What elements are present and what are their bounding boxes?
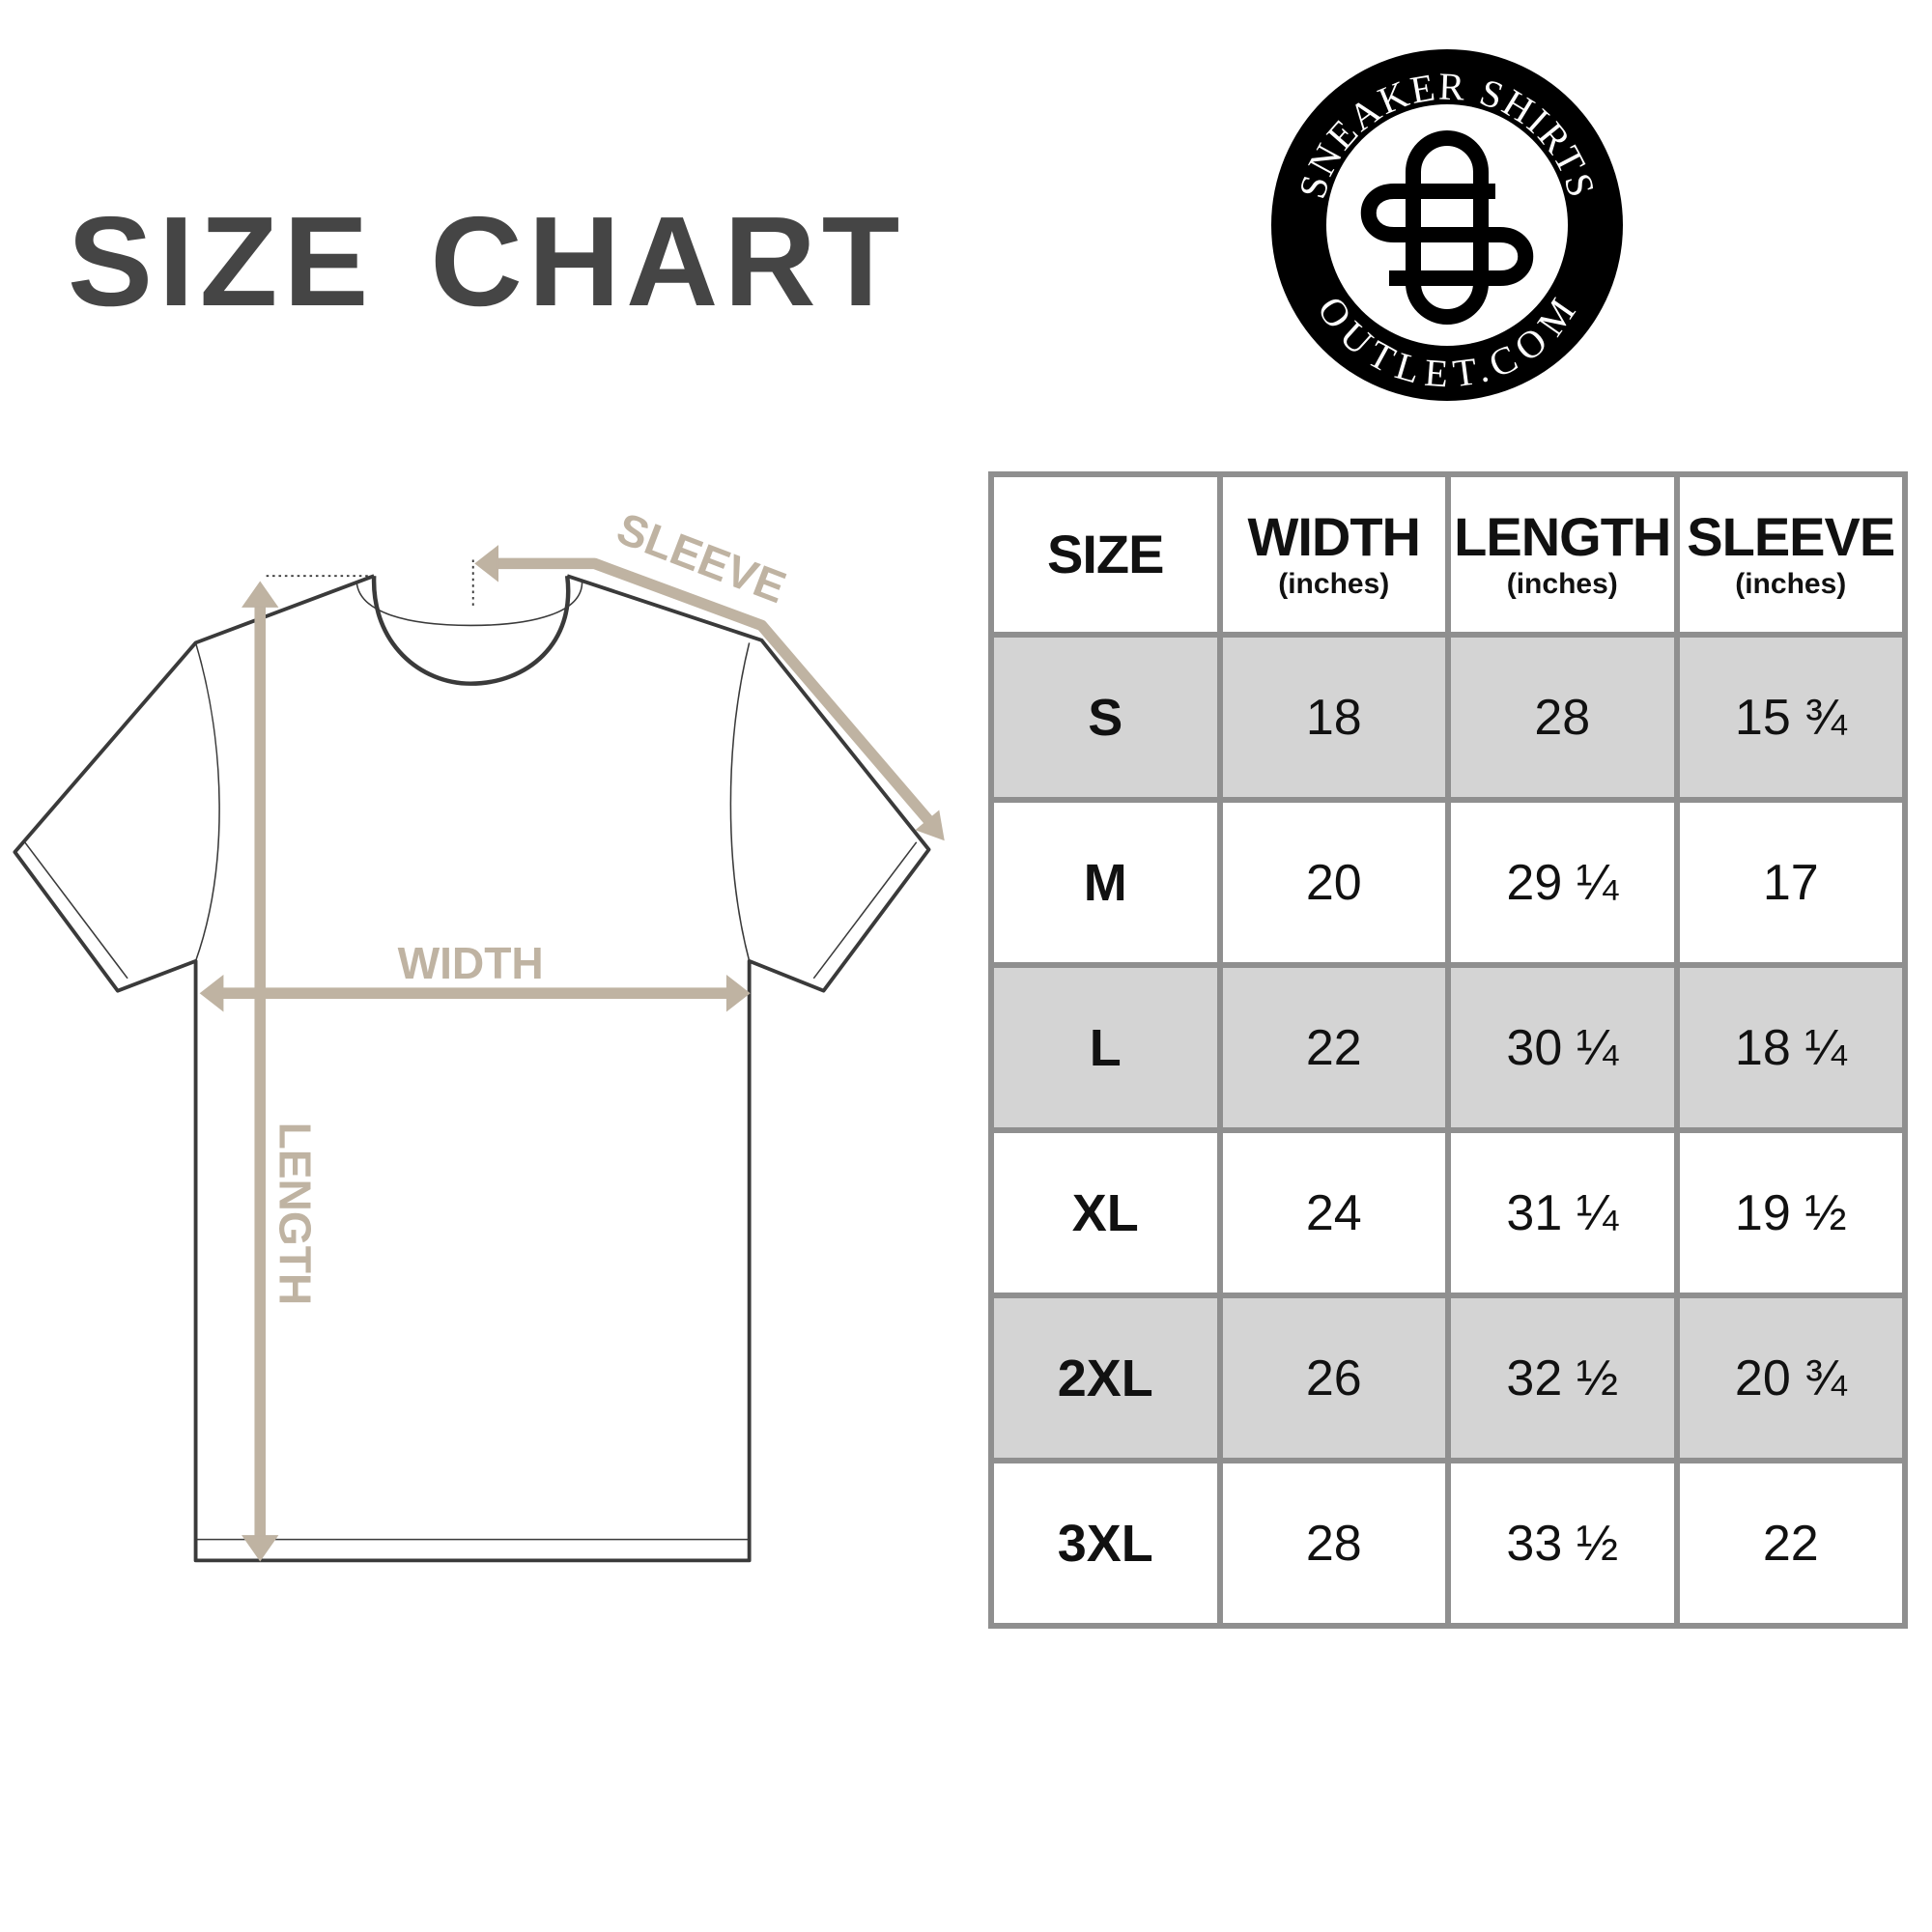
cell-length: 31 ¼ [1445, 1127, 1680, 1298]
cell-size: 2XL [988, 1293, 1223, 1463]
sleeve-arrow [474, 545, 945, 841]
cell-sleeve: 19 ½ [1673, 1127, 1908, 1298]
sleeve-label: SLEEVE [611, 502, 793, 612]
table-row: 2XL 26 32 ½ 20 ¾ [988, 1293, 1908, 1463]
monogram-icon [1360, 130, 1534, 325]
cell-size: S [988, 632, 1223, 803]
sneaker-shirts-outlet-logo: SNEAKER SHIRTS OUTLET.COM [1271, 49, 1623, 401]
cell-length: 30 ¼ [1445, 962, 1680, 1133]
cell-length: 28 [1445, 632, 1680, 803]
width-label: WIDTH [398, 938, 544, 988]
table-row: L 22 30 ¼ 18 ¼ [988, 962, 1908, 1133]
cell-width: 18 [1216, 632, 1451, 803]
cell-sleeve: 20 ¾ [1673, 1293, 1908, 1463]
cell-width: 24 [1216, 1127, 1451, 1298]
cell-length: 29 ¼ [1445, 797, 1680, 968]
cell-size: 3XL [988, 1458, 1223, 1629]
cell-sleeve: 17 [1673, 797, 1908, 968]
header-length: LENGTH (inches) [1445, 471, 1680, 638]
cell-width: 28 [1216, 1458, 1451, 1629]
header-width: WIDTH (inches) [1216, 471, 1451, 638]
tshirt-outline [13, 559, 931, 1563]
cell-size: M [988, 797, 1223, 968]
size-table: SIZE WIDTH (inches) LENGTH (inches) SLEEVE… [988, 471, 1908, 1629]
cell-sleeve: 15 ¾ [1673, 632, 1908, 803]
title-word-chart: CHART [430, 190, 906, 332]
table-row: S 18 28 15 ¾ [988, 632, 1908, 803]
header-sleeve: SLEEVE (inches) [1673, 471, 1908, 638]
cell-width: 26 [1216, 1293, 1451, 1463]
cell-sleeve: 22 [1673, 1458, 1908, 1629]
table-row: 3XL 28 33 ½ 22 [988, 1458, 1908, 1629]
cell-length: 32 ½ [1445, 1293, 1680, 1463]
table-row: M 20 29 ¼ 17 [988, 797, 1908, 968]
measure-arrows [199, 545, 945, 1562]
header-size: SIZE [988, 471, 1223, 638]
cell-size: L [988, 962, 1223, 1133]
table-row: XL 24 31 ¼ 19 ½ [988, 1127, 1908, 1298]
cell-size: XL [988, 1127, 1223, 1298]
cell-length: 33 ½ [1445, 1458, 1680, 1629]
width-arrow [199, 974, 751, 1012]
length-arrow [242, 581, 279, 1562]
table-header-row: SIZE WIDTH (inches) LENGTH (inches) SLEEVE… [988, 471, 1908, 638]
cell-sleeve: 18 ¼ [1673, 962, 1908, 1133]
length-label: LENGTH [270, 1122, 321, 1306]
cell-width: 22 [1216, 962, 1451, 1133]
cell-width: 20 [1216, 797, 1451, 968]
page-title: SIZE CHART [68, 198, 961, 326]
title-word-size: SIZE [68, 190, 375, 332]
